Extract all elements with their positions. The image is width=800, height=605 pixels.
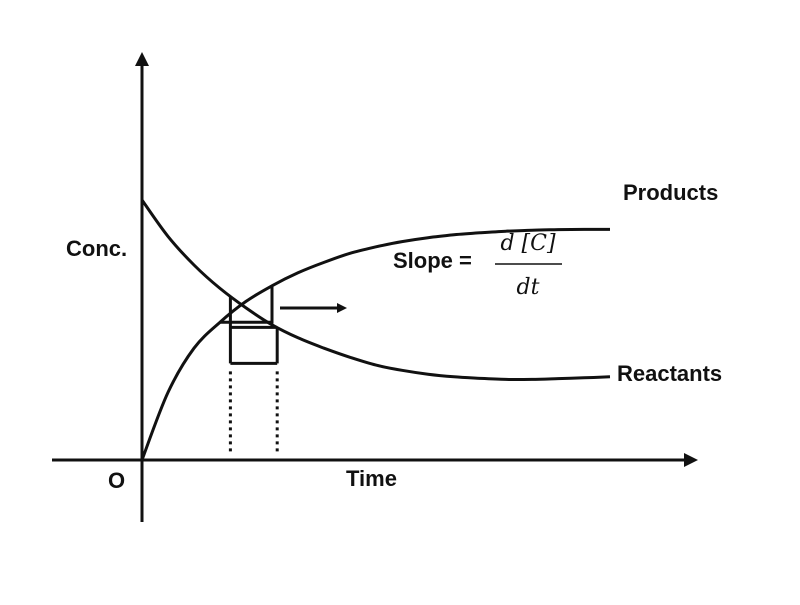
slope-label: Slope = <box>393 248 472 273</box>
slope-numerator: d [C] <box>500 231 555 256</box>
y-axis-arrow-icon <box>135 52 149 66</box>
x-axis-arrow-icon <box>684 453 698 467</box>
products-curve <box>140 227 611 461</box>
products-label: Products <box>623 180 718 205</box>
y-axis-label: Conc. <box>66 236 127 261</box>
reactants-label: Reactants <box>617 361 722 386</box>
slope-denominator: dt <box>517 275 540 300</box>
x-axis-label: Time <box>346 466 397 491</box>
reactants-curve <box>140 199 611 382</box>
slope-triangle <box>220 285 274 324</box>
origin-label: O <box>108 468 125 493</box>
interval-bracket <box>228 296 279 454</box>
